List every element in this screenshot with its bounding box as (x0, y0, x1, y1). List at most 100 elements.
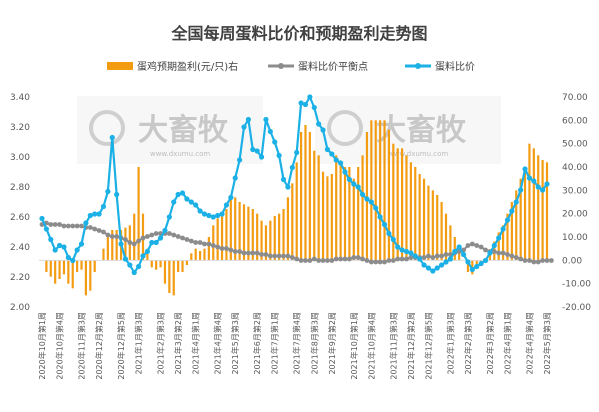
profit-bar (225, 209, 228, 261)
ratio-series (39, 94, 550, 276)
profit-bar (304, 125, 307, 261)
profit-bar (115, 230, 118, 261)
ratio-point (61, 244, 67, 250)
legend-label-profit: 蛋鸡预期盈利(元/只)右 (137, 60, 238, 73)
legend: 蛋鸡预期盈利(元/只)右 蛋料比价平衡点 蛋料比价 (107, 60, 475, 73)
x-tick-label: 2021年10月第4周 (366, 312, 376, 380)
balance-point (228, 247, 234, 253)
balance-point (404, 256, 409, 262)
watermark-logo-icon (327, 110, 363, 146)
right-tick-label: -10.00 (562, 280, 591, 290)
profit-bar (185, 260, 189, 265)
ratio-point (452, 248, 458, 255)
balance-point (518, 256, 524, 262)
balance-point (500, 250, 506, 256)
ratio-point (188, 199, 194, 205)
x-tick-label: 2021年11月第3周 (388, 312, 398, 380)
ratio-point (342, 169, 348, 175)
ratio-point (52, 247, 58, 253)
ratio-point (157, 235, 164, 241)
right-tick-label: 0.00 (562, 256, 582, 266)
ratio-point (421, 262, 427, 268)
watermark-right: 大畜牧 www.dxumu.com (315, 96, 501, 164)
balance-point (491, 249, 497, 254)
balance-point (272, 253, 278, 259)
x-tick-label: 2020年10月第4周 (55, 312, 65, 380)
balance-point (395, 256, 401, 262)
ratio-point (127, 262, 133, 268)
profit-bar (528, 143, 531, 261)
x-tick-label: 2021年10月第1周 (349, 312, 359, 380)
legend-marker-ratio (415, 63, 421, 69)
ratio-point (500, 226, 506, 232)
svg-text:大畜牧: 大畜牧 (138, 113, 229, 148)
balance-point (544, 258, 550, 263)
ratio-point (258, 154, 265, 160)
ratio-point (267, 128, 273, 135)
balance-point (79, 223, 84, 229)
right-tick-label: -20.00 (562, 303, 591, 313)
balance-point (285, 253, 291, 259)
balance-point (289, 255, 295, 260)
x-tick-label: 2021年9月第2周 (327, 312, 337, 375)
watermark-logo-icon (89, 110, 125, 146)
profit-bar (155, 260, 158, 270)
ratio-point (171, 199, 177, 205)
profit-bar (278, 213, 281, 261)
profit-bar (62, 260, 66, 275)
balance-point (149, 232, 155, 238)
balance-point (351, 255, 357, 260)
profit-bar (400, 148, 404, 261)
balance-point (171, 232, 177, 238)
balance-point (259, 252, 264, 257)
balance-point (496, 250, 502, 256)
profit-bar (475, 260, 478, 265)
ratio-point (496, 235, 502, 241)
balance-point (294, 256, 300, 262)
profit-bar (58, 260, 61, 279)
ratio-point (78, 241, 85, 247)
ratio-point (408, 250, 414, 256)
x-tick-label: 2021年2月第3周 (156, 312, 166, 375)
x-tick-label: 2020年11月第3周 (77, 312, 87, 380)
x-tick-label: 2020年12月第5周 (116, 312, 126, 380)
ratio-point (377, 214, 383, 220)
profit-bar (71, 260, 74, 289)
profit-bar (396, 148, 399, 261)
left-tick-label: 3.00 (10, 153, 30, 163)
ratio-point (346, 176, 352, 183)
ratio-point (544, 181, 550, 187)
balance-point (57, 222, 62, 227)
balance-point (276, 253, 282, 259)
x-tick-label: 2020年12月第2周 (94, 312, 104, 380)
right-tick-label: 60.00 (562, 116, 588, 126)
ratio-point (364, 196, 370, 202)
ratio-point (237, 157, 243, 163)
balance-point (197, 240, 203, 245)
balance-point (87, 225, 93, 230)
left-tick-label: 3.40 (10, 93, 30, 103)
ratio-point (434, 265, 440, 271)
balance-point (408, 255, 414, 260)
profit-bar (537, 155, 540, 261)
ratio-point (215, 212, 221, 219)
profit-bar (102, 248, 105, 261)
right-tick-label: 20.00 (562, 210, 588, 220)
ratio-point (206, 212, 212, 219)
x-tick-label: 2021年12月第2周 (406, 312, 416, 380)
profit-bar (497, 232, 500, 261)
x-tick-label: 2021年1月第3周 (134, 312, 144, 375)
profit-bar (256, 213, 259, 261)
ratio-point (311, 104, 317, 111)
balance-point (469, 241, 475, 247)
balance-point (333, 256, 339, 262)
ratio-point (478, 260, 484, 267)
right-tick-label: 70.00 (562, 93, 588, 103)
x-tick-label: 2022年2月第3周 (463, 312, 473, 375)
ratio-point (302, 101, 309, 108)
profit-bar (137, 167, 140, 261)
ratio-point (241, 124, 247, 130)
profit-bar (269, 220, 272, 261)
profit-bar (216, 218, 219, 261)
balance-point (478, 244, 484, 250)
